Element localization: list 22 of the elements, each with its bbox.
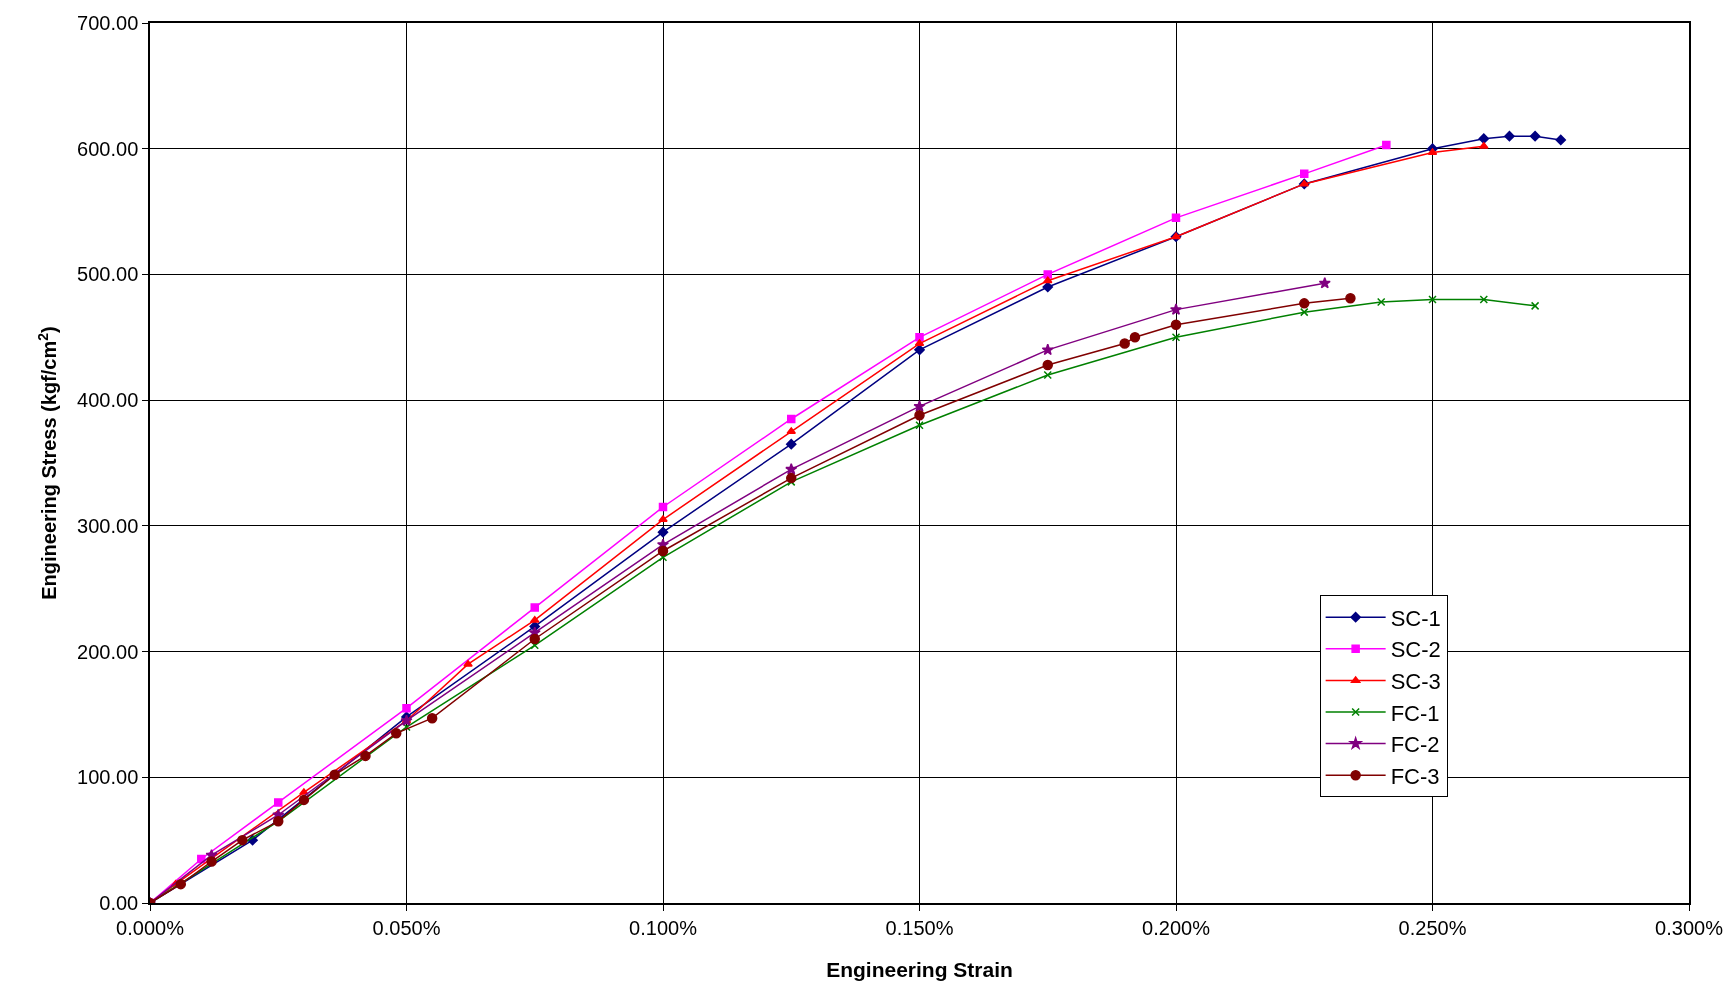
x-tick-label: 0.200%	[1142, 916, 1211, 939]
y-tick-label: 500.00	[77, 263, 139, 286]
legend-label: FC-2	[1390, 732, 1440, 758]
x-tick-label: 0.000%	[116, 916, 185, 939]
y-tick-label: 400.00	[77, 389, 139, 412]
x-tick-label: 0.250%	[1398, 916, 1467, 939]
x-axis-title: Engineering Strain	[826, 958, 1013, 982]
legend-label: SC-3	[1390, 668, 1441, 694]
x-tick-label: 0.300%	[1655, 916, 1724, 939]
y-tick-label: 700.00	[77, 12, 139, 34]
x-tick-label: 0.150%	[885, 916, 954, 939]
legend-label: FC-1	[1390, 700, 1440, 726]
y-tick-label: 600.00	[77, 137, 139, 160]
legend-label: SC-1	[1390, 605, 1441, 631]
y-tick-label: 300.00	[77, 514, 139, 537]
legend-label: SC-2	[1390, 637, 1441, 663]
legend-label: FC-3	[1390, 763, 1440, 789]
y-tick-label: 100.00	[77, 766, 139, 789]
y-tick-label: 200.00	[77, 640, 139, 663]
x-tick-label: 0.050%	[372, 916, 441, 939]
y-tick-label: 0.00	[99, 892, 139, 914]
x-tick-label: 0.100%	[629, 916, 698, 939]
